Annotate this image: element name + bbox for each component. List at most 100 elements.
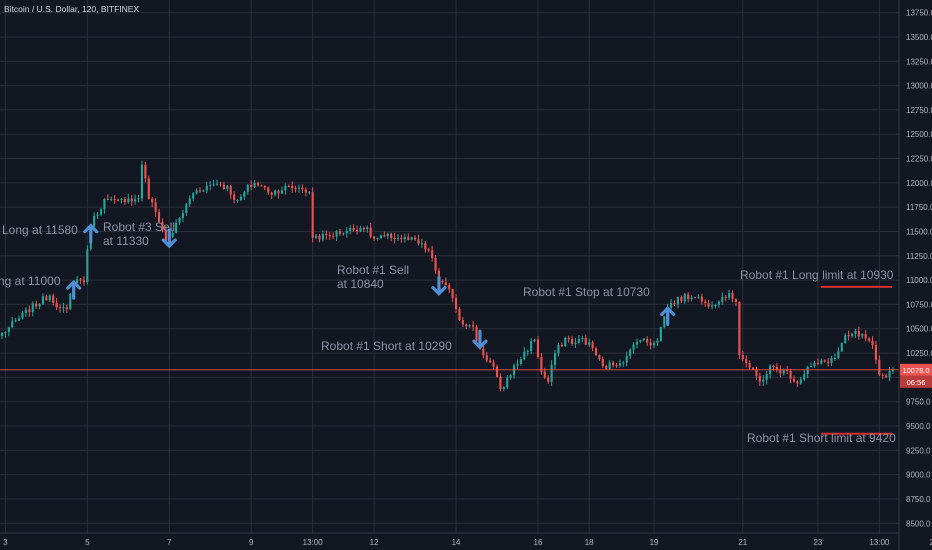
candle-body bbox=[526, 350, 529, 352]
candle-body bbox=[431, 250, 434, 259]
candle-body bbox=[683, 294, 686, 302]
candle-body bbox=[656, 340, 659, 343]
candle-body bbox=[396, 237, 400, 239]
candle-body bbox=[728, 293, 731, 298]
candle-body bbox=[195, 190, 198, 194]
candle-body bbox=[652, 342, 656, 346]
time-axis[interactable]: 3 5 7 9 13:00 12 14 16 18 19 21 23 13:00 26 bbox=[3, 538, 932, 547]
annotation-label: Robot #3 Sell at 11330 bbox=[103, 220, 175, 248]
candle-body bbox=[294, 188, 297, 190]
candle-body bbox=[543, 371, 546, 378]
candle-body bbox=[291, 185, 294, 189]
candle-body bbox=[468, 325, 471, 327]
candle-body bbox=[311, 192, 314, 238]
candle-body bbox=[615, 365, 618, 367]
time-tick-label: 12 bbox=[370, 538, 379, 547]
annotation-label: Robot #1 Stop at 10730 bbox=[523, 285, 650, 299]
candle-body bbox=[874, 345, 877, 360]
annotation-label: Long at 11580 bbox=[2, 223, 78, 237]
candle-body bbox=[844, 335, 847, 344]
candle-body bbox=[161, 221, 164, 231]
candle-body bbox=[414, 237, 417, 240]
candle-body bbox=[424, 243, 427, 250]
candle-body bbox=[857, 331, 860, 337]
candle-body bbox=[362, 227, 365, 230]
candle-body bbox=[717, 301, 720, 305]
candle-body bbox=[707, 303, 710, 307]
candle-body bbox=[38, 304, 41, 307]
candle-body bbox=[816, 362, 819, 364]
time-tick-label: 13:00 bbox=[303, 538, 324, 547]
candle-body bbox=[536, 339, 540, 358]
price-tick-label: 9750.0 bbox=[906, 398, 931, 407]
candle-body bbox=[451, 289, 454, 298]
price-tick-label: 11750.0 bbox=[906, 203, 932, 212]
candle-body bbox=[379, 235, 382, 239]
candle-body bbox=[427, 249, 430, 251]
time-tick-label: 19 bbox=[650, 538, 659, 547]
candle-body bbox=[140, 164, 144, 199]
candle-body bbox=[280, 190, 283, 194]
candle-body bbox=[420, 243, 423, 245]
candle-body bbox=[489, 360, 492, 363]
candle-body bbox=[625, 356, 628, 363]
candle-body bbox=[79, 279, 82, 281]
price-tick-label: 12750.0 bbox=[906, 106, 932, 115]
candle-body bbox=[171, 232, 174, 237]
candle-body bbox=[854, 331, 857, 334]
candle-body bbox=[502, 387, 505, 390]
candle-body bbox=[850, 333, 854, 337]
candle-body bbox=[680, 297, 683, 302]
candle-body bbox=[205, 185, 208, 191]
candle-body bbox=[35, 303, 38, 307]
time-tick-label: 14 bbox=[452, 538, 461, 547]
candle-body bbox=[308, 192, 311, 194]
candle-body bbox=[738, 301, 741, 356]
candle-body bbox=[810, 366, 813, 368]
countdown-tag bbox=[900, 375, 932, 388]
candle-body bbox=[335, 231, 338, 237]
candle-body bbox=[62, 307, 65, 309]
time-tick-label: 3 bbox=[3, 538, 8, 547]
candle-body bbox=[120, 199, 123, 201]
candle-body bbox=[390, 233, 393, 239]
time-tick-label: 23 bbox=[813, 538, 822, 547]
candle-body bbox=[772, 365, 775, 367]
candle-body bbox=[796, 381, 799, 384]
candle-body bbox=[574, 342, 577, 345]
candle-body bbox=[629, 349, 632, 357]
candle-body bbox=[779, 369, 782, 374]
candle-body bbox=[765, 373, 768, 380]
candle-body bbox=[202, 190, 205, 192]
candle-body bbox=[448, 285, 451, 290]
time-tick-label: 9 bbox=[249, 538, 254, 547]
candle-body bbox=[297, 187, 301, 189]
price-tick-label: 9500.0 bbox=[906, 422, 931, 431]
candle-body bbox=[714, 304, 717, 306]
candle-body bbox=[226, 185, 229, 189]
candle-body bbox=[519, 359, 522, 364]
candle-body bbox=[888, 371, 891, 378]
candle-body bbox=[550, 364, 553, 382]
candle-body bbox=[325, 233, 328, 236]
candle-body bbox=[642, 338, 645, 341]
candle-body bbox=[393, 238, 396, 240]
arrow-down-icon bbox=[472, 329, 488, 350]
candle-body bbox=[198, 190, 202, 192]
candle-body bbox=[250, 184, 253, 187]
gridlines bbox=[0, 0, 899, 533]
candle-body bbox=[762, 379, 765, 382]
candle-body bbox=[704, 301, 707, 304]
candle-body bbox=[301, 187, 304, 190]
candle-body bbox=[833, 357, 837, 359]
price-tick-label: 10500.0 bbox=[906, 325, 932, 334]
arrow-up-icon bbox=[660, 306, 676, 326]
candle-body bbox=[11, 321, 14, 328]
candle-body bbox=[0, 332, 4, 336]
candle-body bbox=[454, 297, 458, 310]
candle-body bbox=[547, 377, 550, 382]
candle-body bbox=[45, 296, 48, 301]
candle-body bbox=[485, 355, 488, 361]
